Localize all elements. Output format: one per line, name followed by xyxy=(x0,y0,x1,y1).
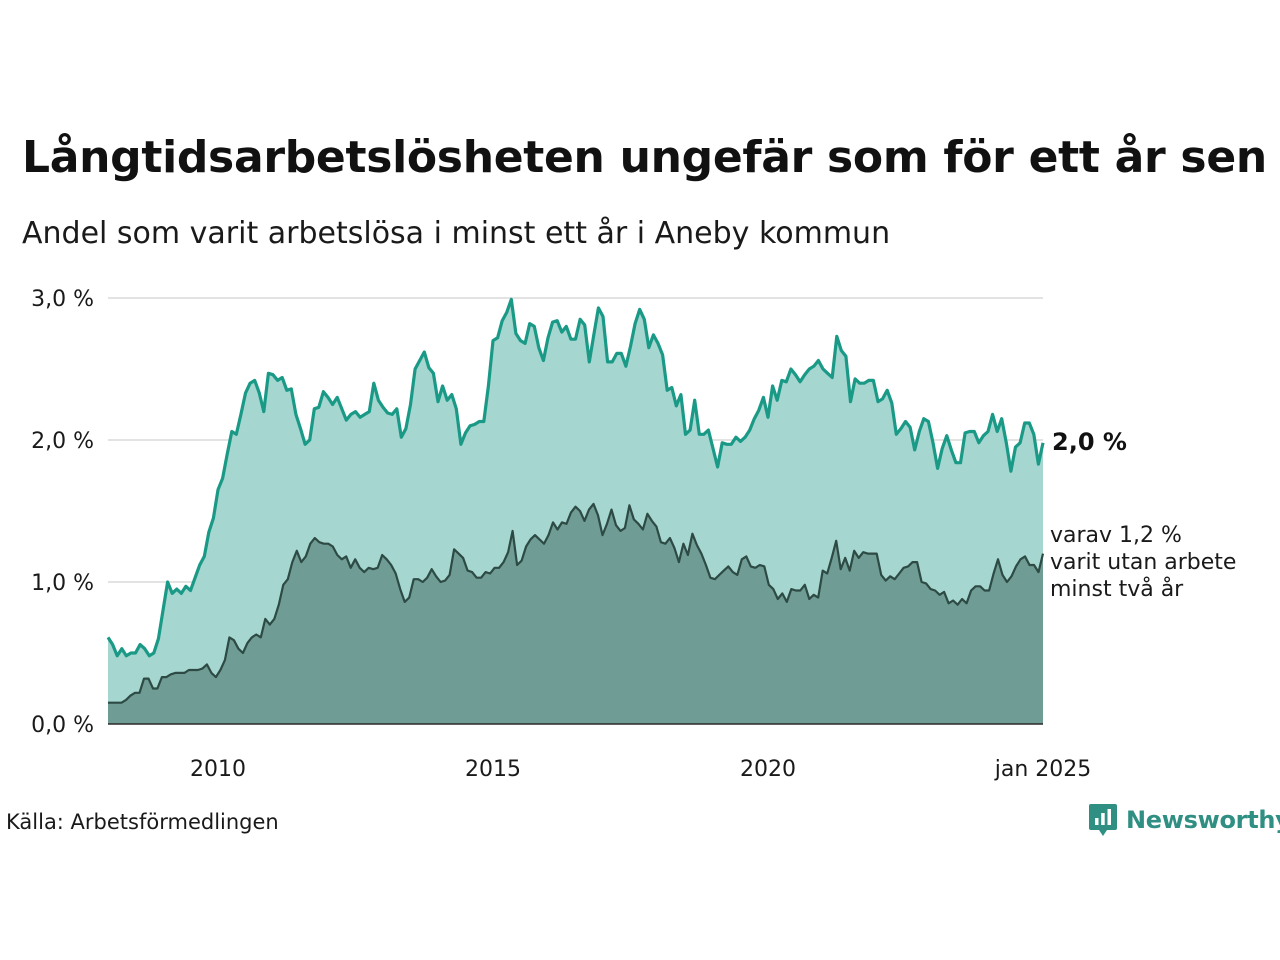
y-tick-label: 1,0 % xyxy=(31,571,94,596)
newsworthy-logo[interactable]: Newsworthy xyxy=(1088,802,1280,838)
logo-text: Newsworthy xyxy=(1126,806,1280,834)
end-label-main: 2,0 % xyxy=(1052,428,1127,456)
x-axis-ticks: 2010 2015 2020 jan 2025 xyxy=(190,757,1091,782)
source-note: Källa: Arbetsförmedlingen xyxy=(6,810,279,834)
series-1-area xyxy=(108,503,1043,724)
chart-subtitle: Andel som varit arbetslösa i minst ett å… xyxy=(22,216,891,251)
x-tick-label: 2015 xyxy=(465,757,521,782)
y-axis-ticks: 0,0 % 1,0 % 2,0 % 3,0 % xyxy=(31,287,94,738)
y-tick-label: 0,0 % xyxy=(31,713,94,738)
chart-title: Långtidsarbetslösheten ungefär som för e… xyxy=(22,132,1267,183)
series-1-line xyxy=(108,502,1045,704)
end-label-sub-line: varit utan arbete xyxy=(1050,550,1236,575)
x-tick-label: jan 2025 xyxy=(994,757,1092,782)
x-tick-label: 2020 xyxy=(740,757,796,782)
end-label-sub-line: varav 1,2 % xyxy=(1050,523,1182,548)
end-label-sub-line: minst två år xyxy=(1050,576,1184,602)
y-tick-label: 3,0 % xyxy=(31,287,94,312)
x-tick-label: 2010 xyxy=(190,757,246,782)
series-0-line xyxy=(106,297,1045,658)
newsworthy-logo-icon xyxy=(1089,804,1117,836)
chart-areas xyxy=(106,297,1045,725)
y-tick-label: 2,0 % xyxy=(31,429,94,454)
